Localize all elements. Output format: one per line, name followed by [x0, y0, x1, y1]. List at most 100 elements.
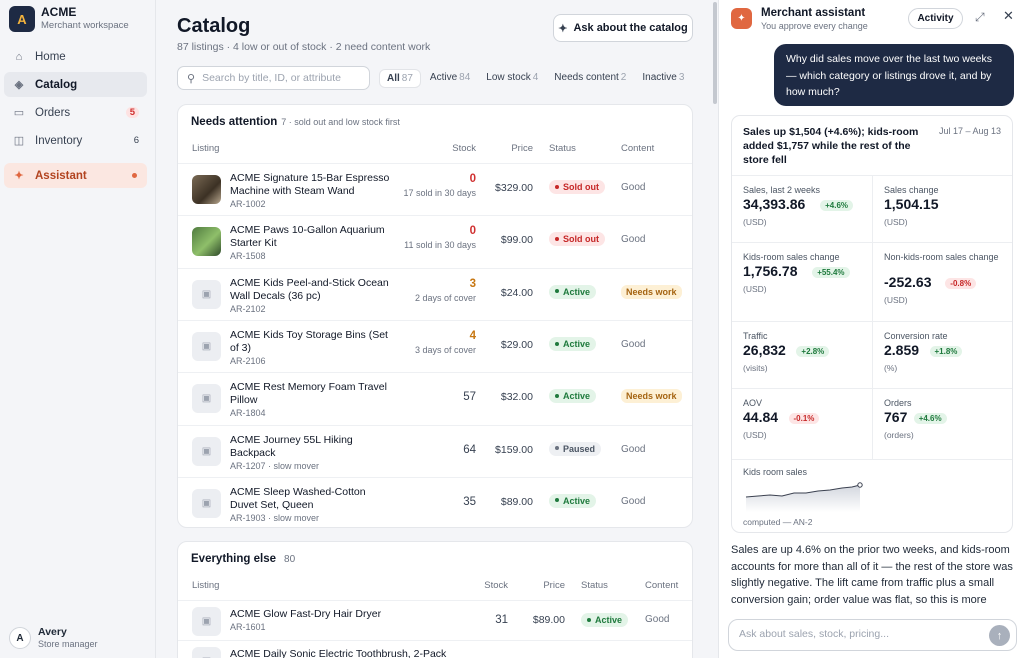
image-placeholder-icon: ▣ — [192, 331, 221, 361]
column-status: Status — [549, 143, 576, 154]
card-title-text: Everything else — [191, 553, 277, 565]
stock-note: 11 sold in 30 days — [404, 240, 476, 251]
filter-active[interactable]: Active 84 — [423, 69, 477, 88]
filter-all[interactable]: All 87 — [379, 69, 421, 88]
content-status: Good — [645, 614, 670, 625]
orders-count-badge: 5 — [125, 107, 139, 118]
card-title-text: Needs attention — [191, 116, 278, 128]
page-title: Catalog — [177, 15, 251, 37]
activity-button[interactable]: Activity — [908, 8, 963, 29]
metric-tile: Non-kids-room sales change -252.63 -0.8% (U… — [873, 242, 1012, 321]
stock-value: 3 — [469, 277, 476, 290]
main-scrollbar[interactable] — [712, 0, 717, 658]
metric-value: 1,504.15 — [884, 196, 939, 212]
price-value: $32.00 — [500, 391, 533, 404]
listing-id: AR-1508 — [230, 251, 266, 262]
metric-change-chip: +4.6% — [820, 200, 853, 211]
table-row[interactable]: ▣ ACME Journey 55L Hiking Backpack AR-1207… — [178, 424, 692, 477]
listing-title[interactable]: ACME Journey 55L Hiking Backpack — [230, 433, 353, 459]
metric-tile: Traffic 26,832 +2.8% (visits) — [732, 321, 873, 388]
card-count: 80 — [284, 554, 296, 565]
column-price: Price — [511, 143, 533, 154]
stock-value: 0 — [469, 225, 476, 238]
listing-title[interactable]: ACME Glow Fast-Dry Hair Dryer — [230, 608, 382, 620]
search-box[interactable]: ⚲ — [177, 66, 370, 90]
sparkline-note: computed — AN-2 — [743, 517, 813, 527]
sidebar-item-catalog[interactable]: ◈ Catalog — [4, 72, 147, 97]
listing-title[interactable]: ACME Kids Peel-and-Stick Ocean Wall Deca… — [230, 276, 389, 302]
metric-unit: (visits) — [743, 363, 768, 373]
tag-icon: ◈ — [14, 79, 24, 91]
close-icon[interactable]: ✕ — [1003, 8, 1014, 23]
metric-label: Traffic — [743, 331, 768, 341]
card-title: Everything else 80 — [191, 553, 295, 565]
metric-change-chip: +55.4% — [812, 267, 850, 278]
listing-title[interactable]: ACME Kids Toy Storage Bins (Set of 3) — [230, 328, 388, 354]
send-icon[interactable]: ↑ — [989, 625, 1010, 646]
table-row[interactable]: ▣ ACME Glow Fast-Dry Hair Dryer AR-1601 31 $… — [178, 600, 692, 640]
metric-tile: Orders 767 +4.6% (orders) — [873, 388, 1012, 459]
price-value: $89.00 — [500, 495, 533, 508]
price-value: $99.00 — [500, 234, 533, 247]
user-profile[interactable]: A Avery Store manager — [9, 626, 98, 650]
listing-title[interactable]: ACME Sleep Washed-Cotton Duvet Set, Quee… — [230, 485, 366, 511]
filter-tabs: All 87 Active 84 Low stock 4 Needs content 2… — [379, 69, 693, 88]
metric-unit: (USD) — [884, 217, 908, 227]
table-row[interactable]: ▣ ACME Kids Peel-and-Stick Ocean Wall Dec… — [178, 267, 692, 320]
metric-value: 2.859 — [884, 342, 920, 358]
metric-label: Sales change — [884, 185, 939, 195]
metric-label: Non-kids-room sales change — [884, 252, 999, 262]
table-row[interactable]: ▣ ACME Daily Sonic Electric Toothbrush, 2… — [178, 640, 692, 658]
assistant-input[interactable] — [739, 628, 979, 640]
sparkline-section: Kids room sales computed — AN-2 — [732, 459, 1012, 532]
table-header: Listing Stock Price Status Content — [178, 143, 692, 163]
listing-title[interactable]: ACME Rest Memory Foam Travel Pillow — [230, 381, 387, 407]
listing-id: AR-2106 — [230, 355, 266, 366]
table-row[interactable]: ▣ ACME Sleep Washed-Cotton Duvet Set, Que… — [178, 476, 692, 527]
ask-catalog-button[interactable]: ✦ Ask about the catalog — [553, 14, 693, 42]
table-row[interactable]: ▣ ACME Rest Memory Foam Travel Pillow AR-1… — [178, 372, 692, 424]
listing-title[interactable]: ACME Signature 15-Bar Espresso Machine w… — [230, 172, 390, 197]
sidebar: A ACME Merchant workspace ⌂ Home ◈ Catal… — [0, 0, 156, 658]
column-stock: Stock — [452, 143, 476, 154]
assistant-composer[interactable]: ↑ — [728, 619, 1017, 651]
listing-title[interactable]: ACME Paws 10-Gallon Aquarium Starter Kit — [230, 224, 385, 250]
filter-low-stock[interactable]: Low stock 4 — [479, 69, 545, 88]
sidebar-item-orders[interactable]: ▭ Orders 5 — [4, 100, 147, 125]
filter-label: Low stock — [486, 72, 531, 83]
user-name: Avery — [38, 626, 67, 638]
filter-needs-content[interactable]: Needs content 2 — [547, 69, 633, 88]
filter-label: All — [387, 73, 400, 84]
price-value: $89.00 — [532, 614, 565, 626]
listing-title[interactable]: ACME Daily Sonic Electric Toothbrush, 2-… — [230, 648, 447, 658]
search-input[interactable] — [202, 72, 353, 84]
content-status: Good — [621, 182, 646, 193]
column-content: Content — [621, 143, 655, 154]
table-row[interactable]: ACME Paws 10-Gallon Aquarium Starter Kit… — [178, 215, 692, 267]
content-status: Good — [621, 338, 646, 350]
table-row[interactable]: ▣ ACME Kids Toy Storage Bins (Set of 3) AR… — [178, 319, 692, 372]
sparkle-icon: ✦ — [731, 8, 752, 29]
scrollbar-thumb[interactable] — [713, 2, 717, 104]
filter-label: Needs content — [554, 72, 619, 83]
sparkle-icon: ✦ — [14, 170, 24, 182]
filter-inactive[interactable]: Inactive 3 — [635, 69, 691, 88]
metric-change-chip: +4.6% — [913, 413, 947, 424]
content-status: Good — [621, 234, 646, 246]
brand[interactable]: A ACME Merchant workspace — [9, 6, 129, 32]
sidebar-item-inventory[interactable]: ◫ Inventory 6 — [4, 128, 147, 153]
sparkline-area — [746, 485, 860, 512]
sparkle-icon: ✦ — [558, 22, 568, 35]
sidebar-item-home[interactable]: ⌂ Home — [4, 44, 147, 69]
home-icon: ⌂ — [15, 50, 23, 63]
expand-icon[interactable]: ⤢ — [975, 10, 985, 24]
assistant-subtitle: You approve every change — [761, 21, 868, 31]
box-icon: ◫ — [13, 135, 25, 147]
brand-logo: A — [9, 6, 35, 32]
sparkline-label: Kids room sales — [743, 467, 808, 477]
metric-unit: (USD) — [743, 284, 767, 294]
status-badge: Active — [549, 493, 597, 508]
status-badge: Active — [549, 284, 597, 299]
sidebar-item-assistant[interactable]: ✦ Assistant — [4, 163, 147, 188]
table-row[interactable]: ACME Signature 15-Bar Espresso Machine w… — [178, 163, 692, 215]
